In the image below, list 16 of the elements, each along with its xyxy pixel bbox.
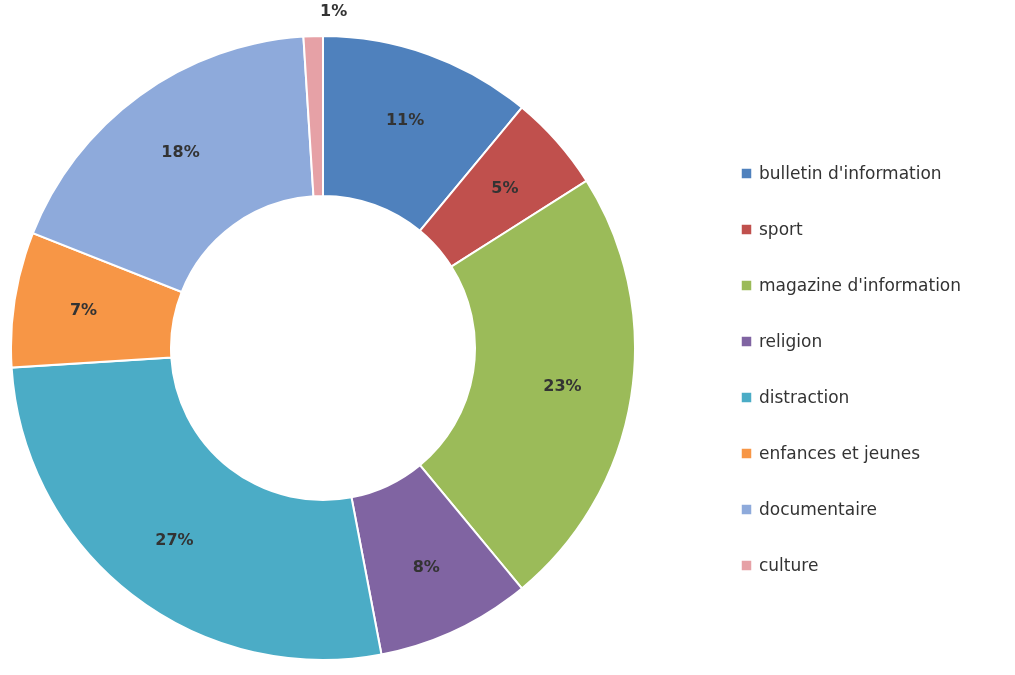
legend-label: documentaire	[759, 498, 877, 519]
legend-label: religion	[759, 330, 823, 351]
legend-label: magazine d'information	[759, 274, 962, 295]
data-label: 7%	[69, 300, 98, 320]
legend-label: bulletin d'information	[759, 162, 942, 183]
legend-label: culture	[759, 554, 819, 575]
data-label: 8%	[412, 557, 440, 577]
data-label: 1%	[320, 0, 348, 20]
data-label: 23%	[543, 375, 582, 395]
data-label: 27%	[155, 529, 194, 549]
legend-label: sport	[759, 218, 804, 239]
legend-label: enfances et jeunes	[759, 442, 921, 463]
legend-label: distraction	[759, 386, 850, 407]
data-label: 5%	[491, 177, 519, 197]
data-label: 18%	[161, 141, 200, 161]
data-label: 11%	[385, 109, 425, 129]
